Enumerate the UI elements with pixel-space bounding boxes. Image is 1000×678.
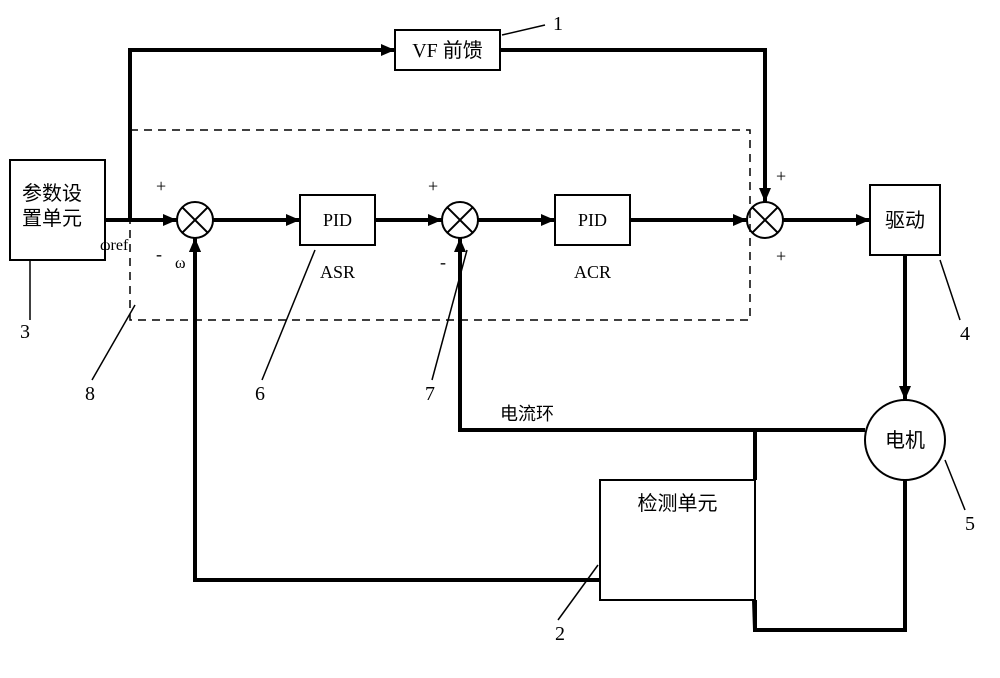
motor-label: 电机	[885, 429, 925, 452]
line-motor-detect	[755, 480, 905, 630]
omega-label: ω	[175, 255, 186, 272]
callout-num-4: 4	[960, 323, 970, 345]
callout-line-8	[92, 305, 135, 380]
vf-label: VF 前馈	[412, 39, 483, 62]
sign-s1_plus: +	[156, 176, 166, 196]
callout-line-2	[558, 565, 598, 620]
arrow-head	[856, 214, 870, 226]
callout-num-1: 1	[553, 13, 563, 35]
sign-s2_plus: +	[428, 176, 438, 196]
pid2-label: PID	[578, 210, 607, 230]
callout-line-6	[262, 250, 315, 380]
arrow-head	[381, 44, 395, 56]
callout-line-1	[502, 25, 545, 35]
current-loop-label: 电流环	[500, 404, 554, 424]
arrow-head	[899, 386, 911, 400]
sign-s2_minus: -	[440, 252, 446, 272]
param-label: 参数设置单元	[22, 182, 82, 230]
arrow-head	[286, 214, 300, 226]
acr-label: ACR	[574, 262, 611, 282]
callout-num-8: 8	[85, 383, 95, 405]
arrow-head	[733, 214, 747, 226]
line-motor-det-a	[755, 480, 905, 630]
callout-num-7: 7	[425, 383, 435, 405]
pid1-label: PID	[323, 210, 352, 230]
detect-label: 检测单元	[638, 492, 718, 515]
callout-num-2: 2	[555, 623, 565, 645]
callout-line-4	[940, 260, 960, 320]
callout-num-5: 5	[965, 513, 975, 535]
sign-s3_plus1: +	[776, 166, 786, 186]
arrow-head	[163, 214, 177, 226]
closed-loop-box	[130, 130, 750, 320]
sign-s1_minus: -	[156, 244, 162, 264]
callout-num-6: 6	[255, 383, 265, 405]
asr-label: ASR	[320, 262, 355, 282]
arrow-head	[759, 188, 771, 202]
arrow-head	[454, 238, 466, 252]
callout-line-5	[945, 460, 965, 510]
arrow-head	[189, 238, 201, 252]
arrow-head	[428, 214, 442, 226]
omega-ref-label: ωref	[100, 237, 129, 254]
sign-s3_plus2: +	[776, 246, 786, 266]
arrow-head	[541, 214, 555, 226]
callout-num-3: 3	[20, 321, 30, 343]
line-vf-s3	[500, 50, 765, 202]
drive-label: 驱动	[885, 209, 925, 232]
